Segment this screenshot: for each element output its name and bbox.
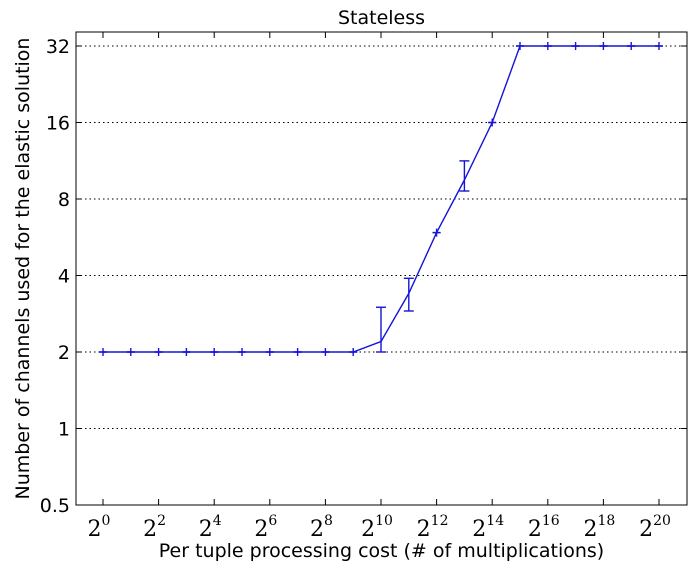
x-tick-label: 220 bbox=[639, 513, 671, 542]
y-tick-label: 0.5 bbox=[40, 495, 70, 517]
x-tick-base: 2 bbox=[361, 517, 375, 542]
x-tick-label: 22 bbox=[143, 513, 166, 542]
x-tick-label: 26 bbox=[254, 513, 277, 542]
data-series bbox=[99, 42, 663, 356]
x-tick-label: 28 bbox=[310, 513, 333, 542]
x-tick-base: 2 bbox=[472, 517, 486, 542]
x-tick-label: 20 bbox=[88, 513, 111, 542]
grid-lines bbox=[76, 45, 687, 429]
chart-title: Stateless bbox=[338, 7, 425, 29]
y-tick-label: 2 bbox=[58, 342, 70, 364]
x-tick-base: 2 bbox=[639, 517, 653, 542]
x-tick-exponent: 10 bbox=[375, 513, 393, 529]
x-tick-base: 2 bbox=[528, 517, 542, 542]
x-tick-base: 2 bbox=[143, 517, 157, 542]
x-tick-base: 2 bbox=[254, 517, 268, 542]
x-tick-exponent: 8 bbox=[324, 513, 333, 529]
x-tick-base: 2 bbox=[417, 517, 431, 542]
y-tick-label: 1 bbox=[58, 419, 70, 441]
x-tick-exponent: 16 bbox=[542, 513, 560, 529]
x-axis-label: Per tuple processing cost (# of multipli… bbox=[159, 540, 604, 562]
x-tick-label: 24 bbox=[199, 513, 222, 542]
y-tick-label: 8 bbox=[58, 189, 70, 211]
x-tick-exponent: 20 bbox=[653, 513, 671, 529]
plot-frame bbox=[75, 31, 688, 506]
y-tick-label: 32 bbox=[46, 36, 70, 58]
x-tick-base: 2 bbox=[199, 517, 213, 542]
x-tick-exponent: 14 bbox=[486, 513, 504, 529]
y-axis-label: Number of channels used for the elastic … bbox=[12, 38, 34, 500]
x-axis-ticks: 20 22 24 26 28 210 212 214 216 218 220 bbox=[88, 32, 671, 542]
x-tick-exponent: 18 bbox=[597, 513, 615, 529]
x-tick-base: 2 bbox=[88, 517, 102, 542]
y-tick-label: 16 bbox=[46, 113, 70, 135]
x-tick-exponent: 0 bbox=[102, 513, 111, 529]
x-tick-exponent: 6 bbox=[268, 513, 277, 529]
y-axis-ticks: 0.5 1 2 4 8 16 32 bbox=[40, 36, 687, 517]
y-tick-label: 4 bbox=[58, 266, 70, 288]
x-tick-label: 216 bbox=[528, 513, 560, 542]
x-tick-exponent: 4 bbox=[213, 513, 222, 529]
x-tick-exponent: 12 bbox=[431, 513, 449, 529]
x-tick-base: 2 bbox=[583, 517, 597, 542]
x-tick-label: 214 bbox=[472, 513, 504, 542]
x-tick-base: 2 bbox=[310, 517, 324, 542]
x-tick-label: 218 bbox=[583, 513, 615, 542]
x-tick-exponent: 2 bbox=[157, 513, 166, 529]
x-tick-label: 212 bbox=[417, 513, 449, 542]
x-tick-label: 210 bbox=[361, 513, 393, 542]
